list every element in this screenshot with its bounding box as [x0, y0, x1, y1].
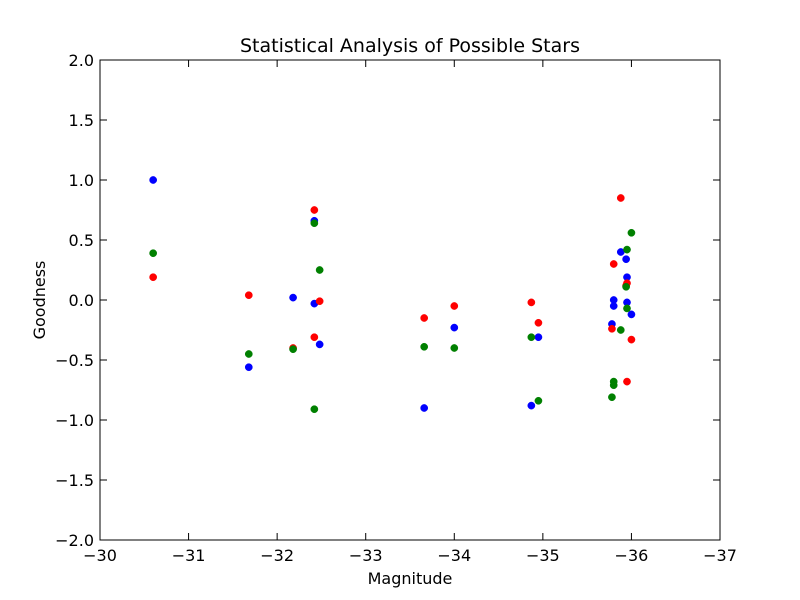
data-point: [622, 282, 630, 291]
x-tick-label: −36: [615, 546, 649, 565]
data-point: [527, 333, 536, 342]
data-point: [289, 345, 297, 354]
x-axis-label: Magnitude: [368, 569, 453, 588]
data-point: [608, 393, 616, 402]
data-point: [627, 228, 636, 237]
data-point: [450, 344, 459, 352]
y-tick-label: 1.0: [69, 171, 94, 190]
data-point: [149, 176, 157, 184]
data-point: [608, 324, 616, 333]
data-point: [244, 350, 253, 358]
y-tick-label: −1.5: [55, 471, 94, 490]
data-point: [609, 302, 618, 310]
data-point: [244, 291, 253, 300]
x-tick-label: −33: [349, 546, 383, 565]
x-tick-label: −31: [172, 546, 206, 565]
data-point: [609, 381, 618, 390]
data-point: [534, 333, 543, 342]
data-point: [616, 326, 625, 334]
data-point: [149, 273, 157, 282]
data-point: [315, 297, 324, 306]
data-point: [310, 219, 319, 228]
x-tick-label: −37: [703, 546, 737, 565]
data-point: [450, 323, 459, 332]
data-point: [420, 342, 429, 351]
x-tick-label: −34: [437, 546, 471, 565]
x-tick-label: −30: [83, 546, 117, 565]
y-tick-label: 2.0: [69, 51, 94, 70]
data-points: [149, 176, 636, 414]
y-tick-label: 0.0: [69, 291, 94, 310]
y-tick-label: −1.0: [55, 411, 94, 430]
data-point: [289, 293, 297, 302]
axis-ticks: −30 −31 −32 −33 −34 −35 −36 −37 2.0 1.5 1.0 0.5 0.0 −…: [55, 51, 737, 565]
y-axis-label: Goodness: [30, 261, 49, 340]
data-point: [616, 194, 625, 202]
data-point: [315, 266, 324, 274]
data-point: [627, 335, 636, 344]
y-tick-label: −0.5: [55, 351, 94, 370]
y-tick-label: 0.5: [69, 231, 94, 250]
data-point: [623, 377, 631, 386]
data-point: [310, 333, 319, 342]
data-point: [534, 396, 543, 405]
data-point: [315, 340, 324, 349]
data-point: [623, 304, 631, 313]
data-point: [527, 401, 536, 410]
y-tick-label: −2.0: [55, 531, 94, 550]
data-point: [244, 363, 253, 372]
data-point: [420, 404, 429, 412]
data-point: [627, 310, 636, 319]
chart-title: Statistical Analysis of Possible Stars: [240, 35, 580, 57]
data-point: [149, 249, 157, 258]
x-tick-label: −35: [526, 546, 560, 565]
y-tick-label: 1.5: [69, 111, 94, 130]
data-point: [420, 314, 429, 322]
x-tick-label: −32: [260, 546, 294, 565]
plot-frame: [99, 59, 721, 541]
data-point: [310, 405, 319, 414]
data-point: [623, 245, 631, 254]
data-point: [622, 255, 630, 264]
data-point: [310, 206, 319, 214]
data-point: [609, 260, 618, 268]
data-point: [534, 318, 543, 327]
data-point: [527, 298, 536, 307]
data-point: [450, 302, 459, 310]
